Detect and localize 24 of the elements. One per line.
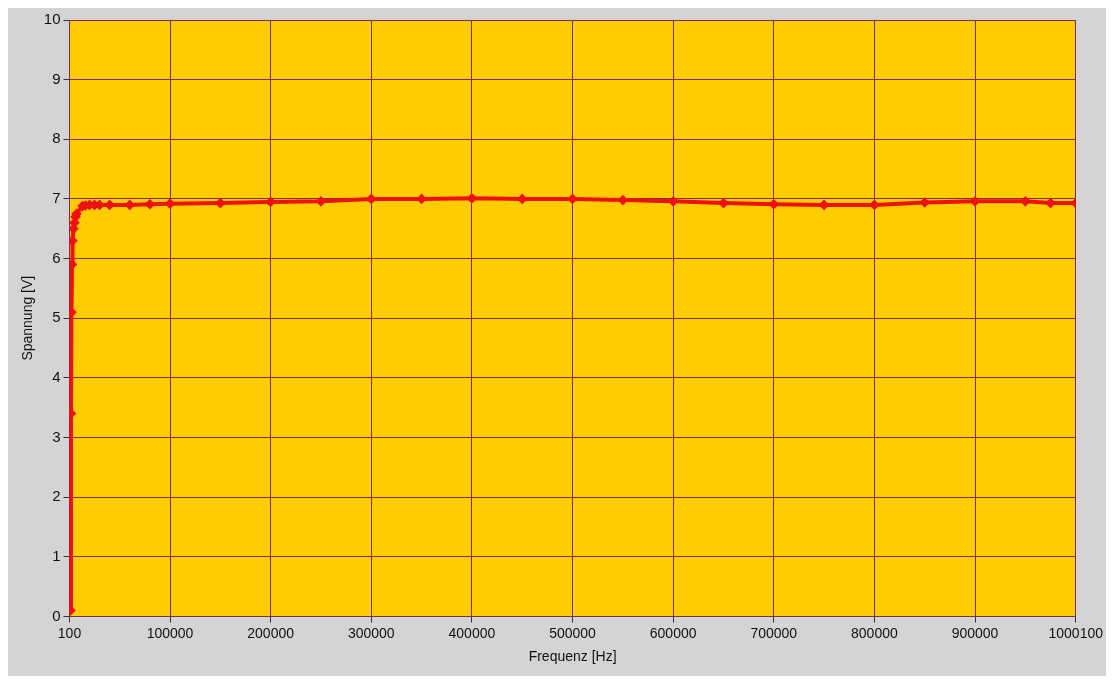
y-tick-label: 0 — [52, 606, 61, 624]
y-tick-label: 10 — [43, 10, 61, 28]
y-tick-label: 5 — [52, 308, 61, 326]
x-tick-label: 800000 — [851, 624, 898, 641]
y-tick-label: 9 — [52, 69, 61, 87]
y-tick-label: 3 — [52, 427, 61, 445]
x-tick-label: 100 — [57, 624, 82, 641]
y-axis-title: Spannung [V] — [19, 275, 36, 361]
x-tick-label: 400000 — [448, 624, 496, 641]
x-tick-label: 300000 — [347, 624, 395, 641]
x-tick-label: 500000 — [549, 624, 597, 641]
y-tick-label: 7 — [52, 189, 61, 207]
y-tick-label: 2 — [52, 487, 61, 505]
y-tick-label: 1 — [52, 546, 61, 564]
x-tick-label: 200000 — [247, 624, 295, 641]
x-tick-label: 100000 — [146, 624, 194, 641]
y-tick-label: 4 — [52, 367, 61, 385]
y-tick-label: 8 — [52, 129, 61, 147]
x-tick-label: 900000 — [951, 624, 999, 641]
x-tick-label: 1000100 — [1048, 624, 1104, 641]
x-tick-label: 700000 — [750, 624, 798, 641]
x-tick-label: 600000 — [649, 624, 697, 641]
y-tick-label: 6 — [52, 248, 61, 266]
x-axis-title: Frequenz [Hz] — [528, 648, 617, 665]
